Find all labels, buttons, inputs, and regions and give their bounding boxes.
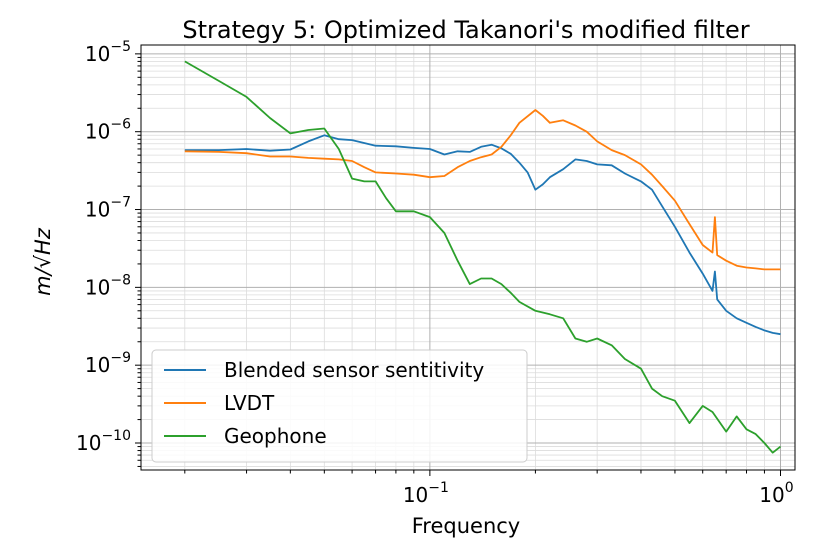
legend-entry-label: Blended sensor sentitivity: [224, 358, 484, 382]
legend-box: [151, 349, 528, 463]
series-line-blended-sensor-sentitivity: [184, 134, 781, 336]
y-tick-label: 10−10: [76, 428, 131, 455]
axes-frame: [140, 44, 796, 471]
y-tick-label: 10−5: [85, 39, 131, 66]
series-line-geophone: [184, 60, 782, 454]
x-axis-label: Frequency: [412, 514, 521, 538]
legend: Blended sensor sentitivity LVDT Geophone: [151, 349, 528, 463]
legend-entry-label: Geophone: [224, 424, 327, 448]
y-axis-ticks: 10−10 10−9 10−8 10−7 10−6 10−5: [76, 39, 141, 467]
y-axis-label: m/√Hz: [31, 227, 55, 296]
chart-title: Strategy 5: Optimized Takanori's modifie…: [182, 16, 749, 44]
y-tick-label: 10−6: [85, 117, 131, 144]
y-tick-label: 10−8: [85, 272, 131, 299]
y-tick-label: 10−7: [85, 195, 131, 222]
series-line-lvdt: [184, 109, 781, 271]
x-tick-label: 10−1: [403, 480, 449, 507]
series-layer: [184, 60, 782, 454]
x-tick-label: 100: [759, 480, 793, 507]
x-axis-ticks: 10−1 100: [184, 470, 794, 507]
y-tick-label: 10−9: [85, 350, 131, 377]
legend-entry-label: LVDT: [224, 391, 275, 415]
plot-frame: [140, 44, 796, 471]
